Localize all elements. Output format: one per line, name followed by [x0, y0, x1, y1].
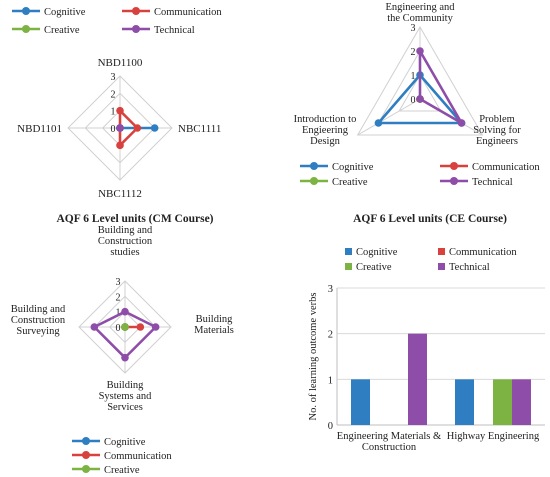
- radar-point-technical: [151, 323, 160, 331]
- bar-cognitive: [455, 379, 474, 425]
- radar-axis-label: Introduction to Engieering Design: [294, 114, 357, 147]
- legend-label-creative: Creative: [356, 262, 392, 273]
- legend-marker-creative: [310, 177, 318, 185]
- legend-label-cognitive: Cognitive: [44, 7, 86, 18]
- radar-point-cognitive: [374, 119, 383, 127]
- radar-point-communication: [116, 106, 124, 115]
- radar-point-technical: [90, 323, 99, 331]
- radar-tick-label: 2: [411, 47, 416, 58]
- legend-label-technical: Technical: [472, 177, 513, 188]
- legend-radar2: Cognitive Communication Creative Technical: [300, 162, 540, 188]
- bar-y-tick-label: 1: [328, 375, 333, 386]
- bar-y-axis-label: No. of learning outcome verbs: [308, 292, 319, 420]
- radar-point-technical: [416, 95, 424, 103]
- radar-axis-label: NBC1112: [98, 188, 142, 200]
- legend-label-communication: Communication: [472, 162, 540, 173]
- legend-marker-cognitive: [82, 437, 90, 445]
- bar-technical: [512, 379, 531, 425]
- legend-marker-communication: [450, 162, 458, 170]
- bar-y-tick-label: 3: [328, 284, 333, 295]
- legend-label-cognitive: Cognitive: [104, 437, 146, 448]
- radar-axis-label: Building Systems and Services: [99, 380, 153, 413]
- legend-label-creative: Creative: [44, 25, 80, 36]
- radar-axis-label: Building Materials: [194, 314, 234, 336]
- radar-grid-ring: [356, 25, 484, 136]
- bar-creative: [493, 379, 512, 425]
- legend-marker-cognitive: [310, 162, 318, 170]
- radar-radar1: 0 1 2 3 AQF 6 Level units (CM Course): [56, 72, 213, 225]
- radar-point-creative: [121, 323, 129, 331]
- radar-grid-ring: [398, 73, 442, 112]
- radar-tick-label: 0: [111, 124, 116, 135]
- radar-axis-label: Building and Construction Surveying: [11, 304, 66, 337]
- bar-cognitive: [351, 379, 370, 425]
- legend-marker-technical: [450, 177, 458, 185]
- legend-marker-communication: [82, 451, 90, 459]
- radar-point-technical: [121, 307, 129, 316]
- radar-tick-label: 2: [111, 89, 116, 100]
- radar-point-communication: [136, 323, 145, 331]
- legend-radar3: Cognitive Communication Creative: [72, 437, 172, 476]
- radar-tick-label: 3: [111, 72, 116, 83]
- radar-axis-label: Building and Construction studies: [98, 225, 153, 258]
- radar-axis-label: Engineering and the Community: [385, 2, 455, 24]
- radar-axis-label: NBC1111: [178, 123, 221, 135]
- legend-swatch-creative: [345, 263, 352, 270]
- radar-series-technical: [418, 49, 463, 125]
- bar-chart: 0 1 2 3 No. of learning outcome verbs: [308, 284, 545, 432]
- legend-marker-creative: [82, 465, 90, 473]
- bar-y-tick-label: 2: [328, 330, 333, 341]
- radar-tick-label: 2: [116, 292, 121, 303]
- radar-tick-label: 1: [411, 71, 416, 82]
- radar-series-cognitive: [377, 73, 463, 125]
- radar-radar3: 0 1 2 3: [78, 277, 172, 374]
- radar-point-technical: [416, 47, 424, 55]
- legend-label-cognitive: Cognitive: [356, 247, 398, 258]
- radar-radar2: 0 1 2 3 AQF 6 Level units (CE Course): [353, 23, 507, 225]
- radar-point-technical: [116, 124, 124, 132]
- legend-swatch-technical: [438, 263, 445, 270]
- bar-technical: [408, 333, 427, 425]
- radar-tick-label: 0: [116, 323, 121, 334]
- legend-swatch-cognitive: [345, 248, 352, 255]
- legend-label-technical: Technical: [154, 25, 195, 36]
- legend-bar: Cognitive Communication Creative Technical: [345, 247, 517, 273]
- legend-label-communication: Communication: [104, 451, 172, 462]
- legend-marker-cognitive: [22, 7, 30, 15]
- bar-y-tick-label: 0: [328, 421, 333, 432]
- radar-point-communication: [133, 124, 142, 132]
- bar-category-label: Engineering Materials & Construction: [337, 431, 441, 453]
- radar-tick-label: 1: [111, 107, 116, 118]
- radar-axis-label: NBD1101: [17, 123, 62, 135]
- bar-category-label: Highway Engineering: [447, 431, 540, 442]
- legend-label-technical: Technical: [449, 262, 490, 273]
- legend-label-cognitive: Cognitive: [332, 162, 374, 173]
- legend-marker-technical: [132, 25, 140, 33]
- chart-title: AQF 6 Level units (CE Course): [353, 213, 507, 225]
- legend-swatch-communication: [438, 248, 445, 255]
- radar-spoke: [357, 98, 421, 136]
- radar-tick-label: 3: [411, 23, 416, 34]
- radar-point-technical: [457, 119, 466, 127]
- chart-title: AQF 6 Level units (CM Course): [56, 213, 213, 225]
- legend-label-creative: Creative: [104, 465, 140, 476]
- radar-axis-label: Problem Solving for Engineers: [473, 114, 521, 147]
- legend-label-communication: Communication: [154, 7, 222, 18]
- radar-tick-label: 3: [116, 277, 121, 288]
- radar-point-cognitive: [150, 124, 159, 132]
- legend-label-creative: Creative: [332, 177, 368, 188]
- radar-point-communication: [116, 141, 124, 150]
- radar-axis-label: NBD1100: [98, 57, 143, 69]
- legend-marker-communication: [132, 7, 140, 15]
- radar-point-technical: [121, 353, 129, 362]
- radar-tick-label: 1: [116, 308, 121, 319]
- legend-label-communication: Communication: [449, 247, 517, 258]
- legend-marker-creative: [22, 25, 30, 33]
- legend-radar1: Cognitive Communication Creative Technical: [12, 7, 222, 36]
- radar-tick-label: 0: [411, 95, 416, 106]
